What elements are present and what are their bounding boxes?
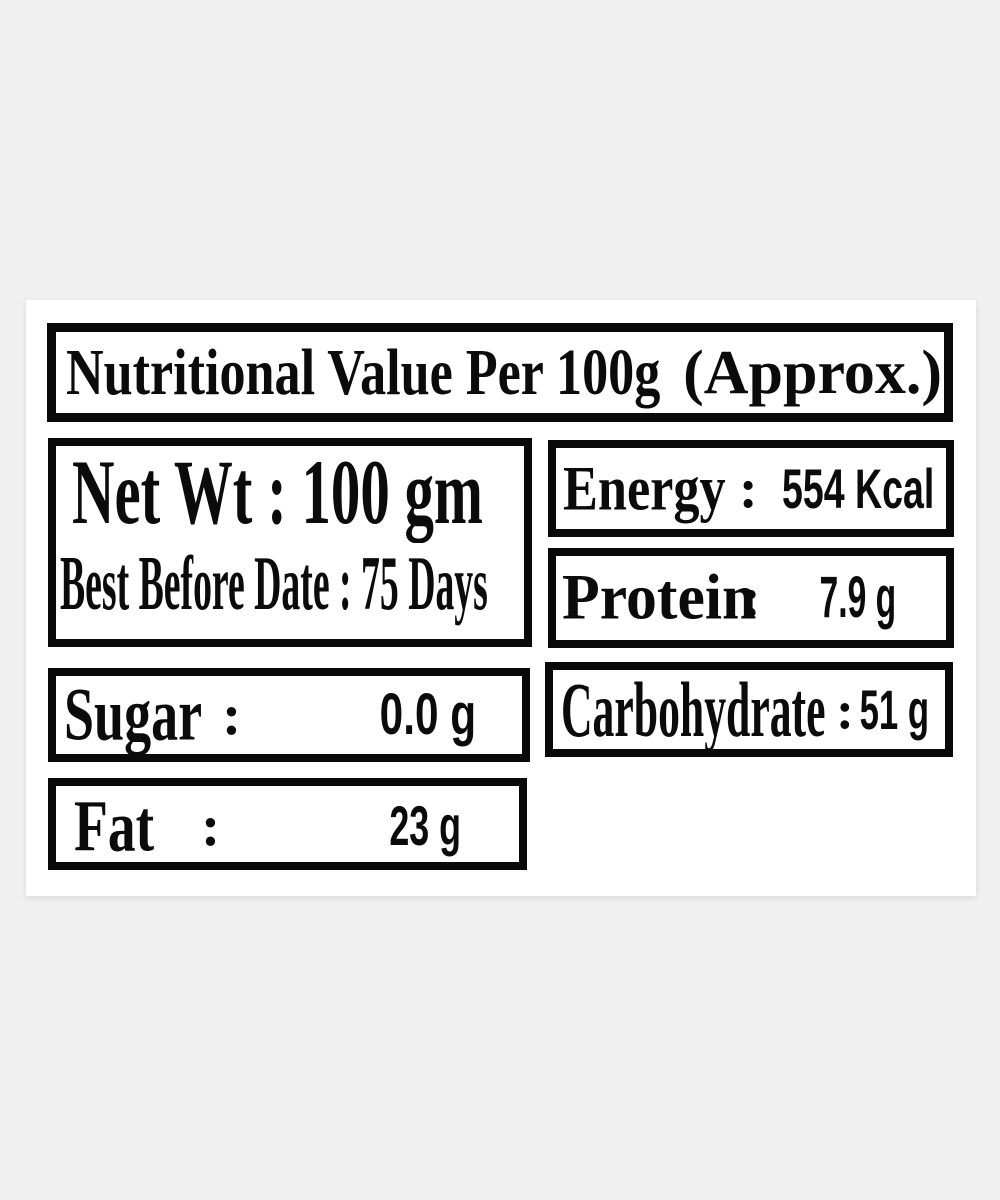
sugar-value: 0.0 g	[379, 682, 476, 747]
sugar-row: Sugar : 0.0 g	[48, 668, 530, 762]
title-approx-text: (Approx.)	[683, 338, 942, 407]
carbohydrate-label: Carbohydrate	[561, 665, 826, 753]
protein-label: Protein	[562, 561, 757, 634]
carbohydrate-row: Carbohydrate : 51 g	[545, 662, 953, 757]
net-weight-box: Net Wt : 100 gm Best Before Date : 75 Da…	[48, 438, 532, 647]
title-text: Nutritional Value Per 100g	[66, 335, 661, 409]
nutrition-label-card: Nutritional Value Per 100g (Approx.) Net…	[26, 300, 976, 896]
fat-value: 23 g	[389, 793, 461, 857]
energy-label: Energy	[563, 453, 726, 523]
protein-row: Protein : 7.9 g	[548, 548, 954, 648]
energy-row: Energy : 554 Kcal	[548, 440, 954, 537]
best-before-text: Best Before Date : 75 Days	[60, 540, 488, 626]
energy-value: 554 Kcal	[781, 456, 934, 520]
net-weight-text: Net Wt : 100 gm	[72, 441, 483, 543]
fat-label: Fat	[74, 785, 155, 867]
energy-separator: :	[739, 457, 758, 520]
sugar-separator: :	[222, 682, 242, 747]
fat-row: Fat : 23 g	[48, 778, 527, 870]
title-box: Nutritional Value Per 100g (Approx.)	[47, 323, 953, 422]
protein-value: 7.9 g	[819, 565, 896, 630]
carbohydrate-separator: :	[836, 679, 854, 740]
sugar-label: Sugar	[64, 673, 203, 757]
carbohydrate-value: 51 g	[859, 677, 929, 741]
protein-separator: :	[742, 567, 761, 629]
fat-separator: :	[201, 792, 221, 858]
